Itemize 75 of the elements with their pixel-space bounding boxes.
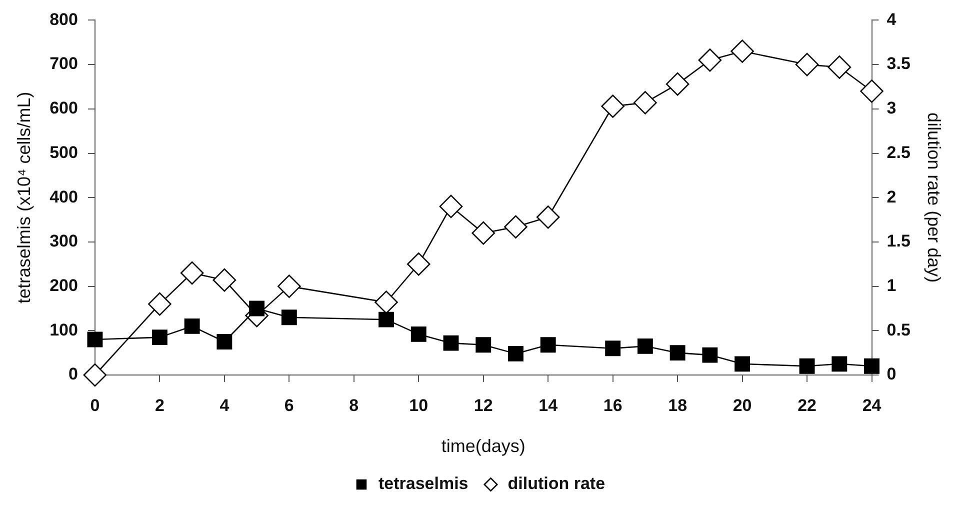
point xyxy=(832,356,848,372)
point xyxy=(180,261,204,285)
point xyxy=(406,252,430,276)
x-tick-label: 2 xyxy=(154,396,164,415)
point xyxy=(666,72,690,96)
x-tick-label: 6 xyxy=(284,396,294,415)
y2-tick-label: 4 xyxy=(886,10,897,29)
x-tick-label: 14 xyxy=(538,396,558,415)
point xyxy=(634,91,657,114)
point xyxy=(637,338,653,354)
point xyxy=(860,80,884,103)
point xyxy=(87,332,103,348)
y2-tick-label: 2 xyxy=(886,187,896,206)
y-tick-label: 0 xyxy=(68,364,78,384)
y-tick-label: 400 xyxy=(50,187,78,206)
point xyxy=(83,363,107,387)
point xyxy=(278,274,301,298)
y-tick-label: 200 xyxy=(50,276,78,295)
point xyxy=(504,215,528,239)
y2-tick-label: 0 xyxy=(886,364,896,384)
y2-tick-label: 1.5 xyxy=(886,232,910,251)
legend-label: tetraselmis xyxy=(378,474,468,494)
point xyxy=(670,345,686,361)
y-tick-label: 700 xyxy=(50,54,78,74)
point xyxy=(184,318,200,334)
point xyxy=(536,205,560,229)
x-tick-label: 24 xyxy=(862,396,882,415)
x-tick-label: 22 xyxy=(798,396,816,415)
point xyxy=(374,290,398,314)
point xyxy=(508,346,524,362)
point xyxy=(378,312,394,328)
legend-label: dilution rate xyxy=(508,474,606,494)
x-tick-label: 12 xyxy=(474,396,493,415)
point xyxy=(281,310,297,326)
x-tick-label: 8 xyxy=(349,396,359,415)
point xyxy=(828,56,852,79)
y2-tick-label: 3 xyxy=(886,98,896,118)
y-tick-label: 300 xyxy=(50,232,78,251)
x-axis-title: time(days) xyxy=(441,436,526,456)
point xyxy=(605,340,621,356)
y2-tick-label: 0.5 xyxy=(886,320,910,340)
point xyxy=(443,335,459,351)
y2-tick-label: 2.5 xyxy=(886,142,910,162)
y-tick-label: 800 xyxy=(50,10,78,29)
point xyxy=(601,94,624,118)
point xyxy=(702,347,718,363)
point xyxy=(734,356,750,372)
point xyxy=(730,40,754,63)
x-tick-label: 16 xyxy=(603,396,622,415)
x-tick-label: 4 xyxy=(220,396,230,415)
x-tick-label: 10 xyxy=(409,396,428,415)
point xyxy=(472,221,496,245)
point xyxy=(698,48,722,72)
point xyxy=(216,334,232,350)
point xyxy=(476,337,492,353)
point xyxy=(410,326,426,342)
point xyxy=(148,292,172,316)
y2-axis-title: dilution rate (per day) xyxy=(924,112,944,283)
y2-tick-label: 1 xyxy=(886,276,896,295)
point xyxy=(212,268,236,292)
point xyxy=(249,300,265,316)
y-tick-label: 600 xyxy=(50,98,78,118)
x-tick-label: 20 xyxy=(732,396,752,415)
point xyxy=(864,358,880,374)
point xyxy=(439,194,463,218)
y-axis-title: tetraselmis (x10⁴ cells/mL) xyxy=(14,92,34,304)
x-tick-label: 18 xyxy=(668,396,688,415)
point xyxy=(799,358,815,374)
point xyxy=(540,337,556,353)
point xyxy=(795,52,819,76)
point xyxy=(152,330,168,346)
y-tick-label: 100 xyxy=(50,320,78,340)
y-tick-label: 500 xyxy=(50,142,78,162)
y2-tick-label: 3.5 xyxy=(886,54,910,74)
x-tick-label: 0 xyxy=(90,396,100,415)
